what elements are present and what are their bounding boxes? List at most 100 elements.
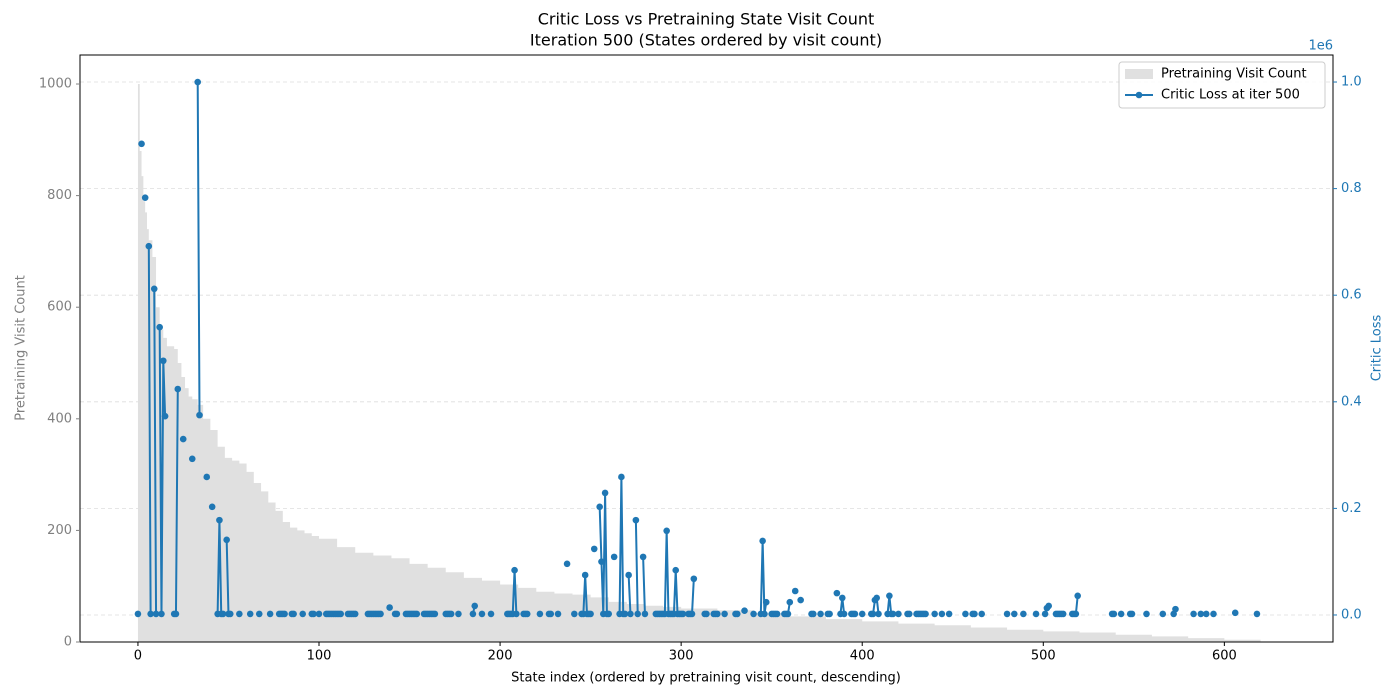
critic-loss-point [895, 610, 902, 618]
critic-loss-point [690, 575, 698, 583]
critic-loss-point [203, 473, 211, 481]
critic-loss-point [216, 516, 223, 524]
legend-box [1118, 61, 1326, 109]
critic-loss-point [1128, 610, 1136, 618]
critic-loss-point [581, 571, 589, 579]
critic-loss-point [873, 594, 881, 602]
critic-loss-point [627, 610, 634, 618]
critic-loss-point [826, 610, 833, 618]
critic-loss-point [1045, 602, 1053, 610]
critic-loss-point [226, 610, 234, 618]
critic-loss-point [1117, 610, 1125, 618]
chart-title: Critic Loss vs Pretraining State Visit C… [538, 10, 875, 29]
y-axis-label: Pretraining Visit Count [14, 275, 29, 421]
critic-loss-point [1159, 610, 1167, 618]
critic-loss-point [625, 571, 632, 579]
critic-loss-point [246, 610, 254, 618]
critic-loss-point [605, 610, 613, 618]
y-tick-label: 200 [47, 523, 72, 538]
critic-loss-point [858, 610, 866, 618]
y2-offset-label: 1e6 [1308, 39, 1333, 54]
critic-loss-point [513, 610, 520, 618]
critic-loss-point [1072, 610, 1080, 618]
critic-loss-point [1202, 610, 1210, 618]
y-tick-label: 400 [47, 411, 72, 426]
critic-loss-point [762, 598, 770, 606]
critic-loss-point [1020, 610, 1027, 618]
critic-loss-point [703, 610, 710, 618]
critic-loss-point [471, 602, 479, 610]
critic-loss-point [962, 610, 969, 618]
critic-loss-point [536, 610, 544, 618]
critic-loss-point [315, 610, 323, 618]
critic-loss-point [761, 610, 768, 618]
critic-loss-point [161, 412, 169, 420]
critic-loss-point [223, 536, 230, 544]
critic-loss-point [840, 610, 848, 618]
critic-loss-point [869, 610, 877, 618]
x-tick-label: 0 [134, 649, 142, 664]
legend-swatch [1125, 69, 1153, 79]
critic-loss-point [1253, 610, 1261, 618]
critic-loss-point [817, 610, 824, 618]
critic-loss-point [889, 610, 897, 618]
x-tick-label: 100 [307, 649, 332, 664]
critic-loss-point [431, 610, 439, 618]
critic-loss-point [150, 285, 158, 293]
critic-loss-point [266, 610, 274, 618]
critic-loss-point [945, 610, 953, 618]
y2-tick-label: 0.6 [1341, 288, 1362, 303]
y2-tick-label: 1.0 [1341, 75, 1362, 90]
critic-loss-point [601, 489, 609, 497]
plot-frame [79, 54, 1334, 643]
critic-loss-point [978, 610, 986, 618]
critic-loss-point [938, 610, 946, 618]
legend-marker [1135, 91, 1143, 99]
critic-loss-point [797, 596, 804, 604]
y2-axis-label: Critic Loss [1370, 315, 1385, 382]
critic-loss-point [172, 610, 180, 618]
critic-loss-point [773, 610, 781, 618]
critic-loss-point [634, 610, 641, 618]
critic-loss-point [618, 473, 625, 481]
critic-loss-point [1172, 605, 1179, 613]
critic-loss-line [149, 82, 1257, 614]
critic-loss-point [134, 610, 142, 618]
critic-loss-point [886, 592, 893, 600]
critic-loss-point [851, 610, 859, 618]
critic-loss-point [922, 610, 929, 618]
critic-loss-point [1041, 610, 1049, 618]
critic-loss-point [1011, 610, 1018, 618]
chart-subtitle: Iteration 500 (States ordered by visit c… [530, 31, 882, 50]
critic-loss-point [632, 516, 640, 524]
visit-count-area [137, 84, 1279, 643]
y-tick-label: 0 [64, 635, 72, 650]
critic-loss-point [138, 140, 145, 148]
critic-loss-point [179, 435, 187, 443]
critic-loss-point [639, 553, 647, 561]
critic-loss-point [679, 610, 687, 618]
plot-data [134, 78, 1279, 643]
critic-loss-point [610, 553, 618, 561]
critic-loss-point [351, 610, 359, 618]
critic-loss-point [145, 242, 153, 250]
critic-loss-point [784, 610, 792, 618]
critic-loss-point [810, 610, 817, 618]
critic-loss-point [621, 610, 629, 618]
critic-loss-point [663, 527, 670, 535]
y2-tick-label: 0.8 [1341, 181, 1362, 196]
x-tick-label: 500 [1031, 649, 1056, 664]
critic-loss-point [208, 503, 216, 511]
critic-loss-point [931, 610, 938, 618]
critic-loss-point [596, 503, 603, 511]
critic-loss-point [487, 610, 495, 618]
critic-loss-point [194, 78, 201, 86]
critic-loss-point [714, 610, 721, 618]
critic-loss-point [152, 610, 160, 618]
critic-loss-point [786, 598, 794, 606]
critic-loss-point [141, 194, 149, 201]
critic-loss-point [236, 610, 243, 618]
critic-loss-point [750, 610, 757, 618]
critic-loss-point [839, 594, 846, 602]
